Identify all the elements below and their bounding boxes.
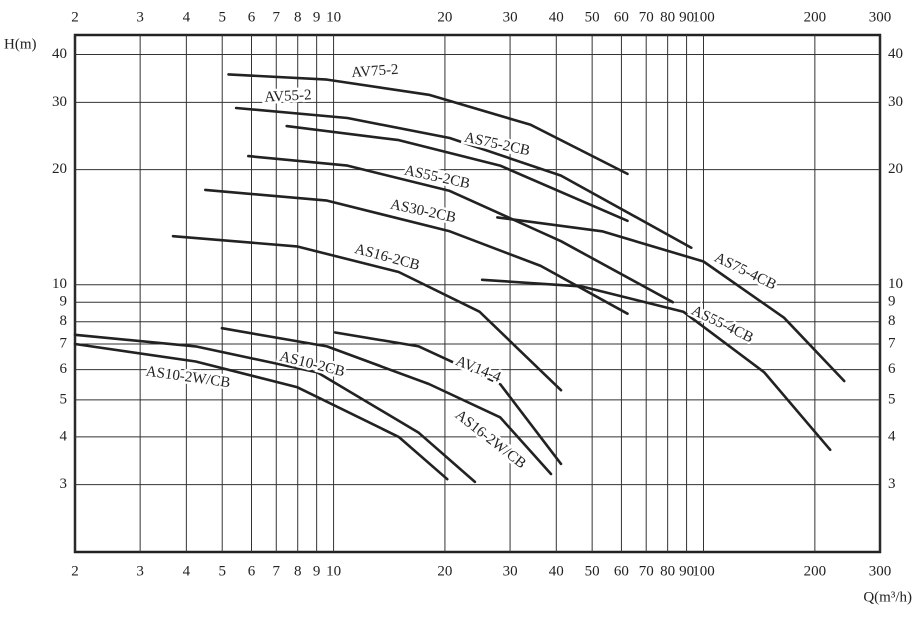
curve-label: AV14-4 — [453, 353, 503, 386]
pump-curve — [285, 124, 629, 223]
x-tick-label-top: 5 — [218, 9, 226, 25]
x-tick-label-top: 20 — [437, 9, 452, 25]
pump-curve — [480, 278, 832, 452]
pump-curve — [333, 331, 563, 466]
y-tick-label: 8 — [60, 313, 68, 329]
x-tick-label-top: 8 — [294, 9, 302, 25]
x-tick-label: 3 — [136, 563, 144, 579]
x-tick-label-top: 70 — [639, 9, 654, 25]
x-tick-label: 90 — [679, 563, 694, 579]
y-tick-label-right: 6 — [888, 361, 896, 377]
x-tick-label-top: 40 — [549, 9, 564, 25]
y-tick-label: 40 — [52, 46, 67, 62]
x-tick-label: 70 — [639, 563, 654, 579]
pump-curve — [73, 333, 477, 484]
x-tick-label: 10 — [326, 563, 341, 579]
pump-curve — [247, 154, 675, 304]
x-tick-label: 20 — [437, 563, 452, 579]
y-tick-label: 4 — [60, 428, 68, 444]
y-tick-label-right: 20 — [888, 161, 903, 177]
y-tick-label-right: 3 — [888, 476, 896, 492]
curve-label: AV55-2 — [264, 87, 312, 105]
curve-label: AS16-2W/CB — [452, 407, 529, 472]
x-tick-label: 6 — [248, 563, 256, 579]
pump-curve — [234, 106, 693, 249]
x-axis-label: Q(m³/h) — [863, 589, 912, 605]
y-tick-label: 5 — [60, 391, 68, 407]
x-tick-label-top: 9 — [313, 9, 321, 25]
y-tick-label: 7 — [60, 335, 68, 351]
y-tick-label: 3 — [60, 476, 68, 492]
x-tick-label: 4 — [183, 563, 191, 579]
x-tick-label: 7 — [273, 563, 281, 579]
y-tick-label-right: 30 — [888, 94, 903, 110]
x-tick-label-top: 80 — [660, 9, 675, 25]
y-tick-label: 20 — [52, 161, 67, 177]
pump-curve — [496, 216, 846, 383]
x-tick-label: 300 — [869, 563, 892, 579]
x-tick-label: 5 — [218, 563, 226, 579]
pump-curve — [171, 234, 563, 392]
y-tick-label-right: 40 — [888, 46, 903, 62]
x-tick-label-top: 300 — [869, 9, 892, 25]
x-tick-label-top: 50 — [585, 9, 600, 25]
pump-curve — [73, 342, 449, 481]
x-tick-label: 100 — [692, 563, 715, 579]
y-tick-label-right: 9 — [888, 294, 896, 310]
x-tick-label: 60 — [614, 563, 629, 579]
x-tick-label: 30 — [503, 563, 518, 579]
x-tick-label: 8 — [294, 563, 302, 579]
x-tick-label: 50 — [585, 563, 600, 579]
y-tick-label-right: 10 — [888, 276, 903, 292]
pump-curve — [227, 73, 629, 176]
curve-label: AS10-2CB — [278, 349, 347, 381]
y-axis-label: H(m) — [4, 36, 37, 52]
x-tick-label-top: 100 — [692, 9, 715, 25]
x-tick-label: 40 — [549, 563, 564, 579]
y-tick-label: 6 — [60, 361, 68, 377]
pump-curve — [204, 188, 629, 315]
y-tick-label-right: 8 — [888, 313, 896, 329]
x-tick-label-top: 200 — [804, 9, 827, 25]
x-tick-label: 9 — [313, 563, 321, 579]
y-tick-label-right: 5 — [888, 391, 896, 407]
plot-frame — [73, 33, 882, 554]
x-tick-label-top: 2 — [71, 9, 79, 25]
y-tick-label: 9 — [60, 294, 68, 310]
x-tick-label-top: 90 — [679, 9, 694, 25]
x-tick-label-top: 7 — [273, 9, 281, 25]
x-tick-label-top: 3 — [136, 9, 144, 25]
x-tick-label-top: 60 — [614, 9, 629, 25]
y-tick-label-right: 4 — [888, 428, 896, 444]
y-tick-label-right: 7 — [888, 335, 896, 351]
x-tick-label-top: 10 — [326, 9, 341, 25]
x-tick-label-top: 6 — [248, 9, 256, 25]
y-tick-label: 30 — [52, 94, 67, 110]
curve-label: AV75-2 — [351, 62, 399, 81]
x-tick-label: 80 — [660, 563, 675, 579]
curve-label: AS30-2CB — [389, 197, 458, 227]
y-tick-label: 10 — [52, 276, 67, 292]
x-tick-label: 200 — [804, 563, 827, 579]
pump-curve — [220, 326, 553, 476]
x-tick-label-top: 30 — [503, 9, 518, 25]
x-tick-label: 2 — [71, 563, 79, 579]
curve-label: AS75-4CB — [712, 250, 779, 294]
x-tick-label-top: 4 — [183, 9, 191, 25]
